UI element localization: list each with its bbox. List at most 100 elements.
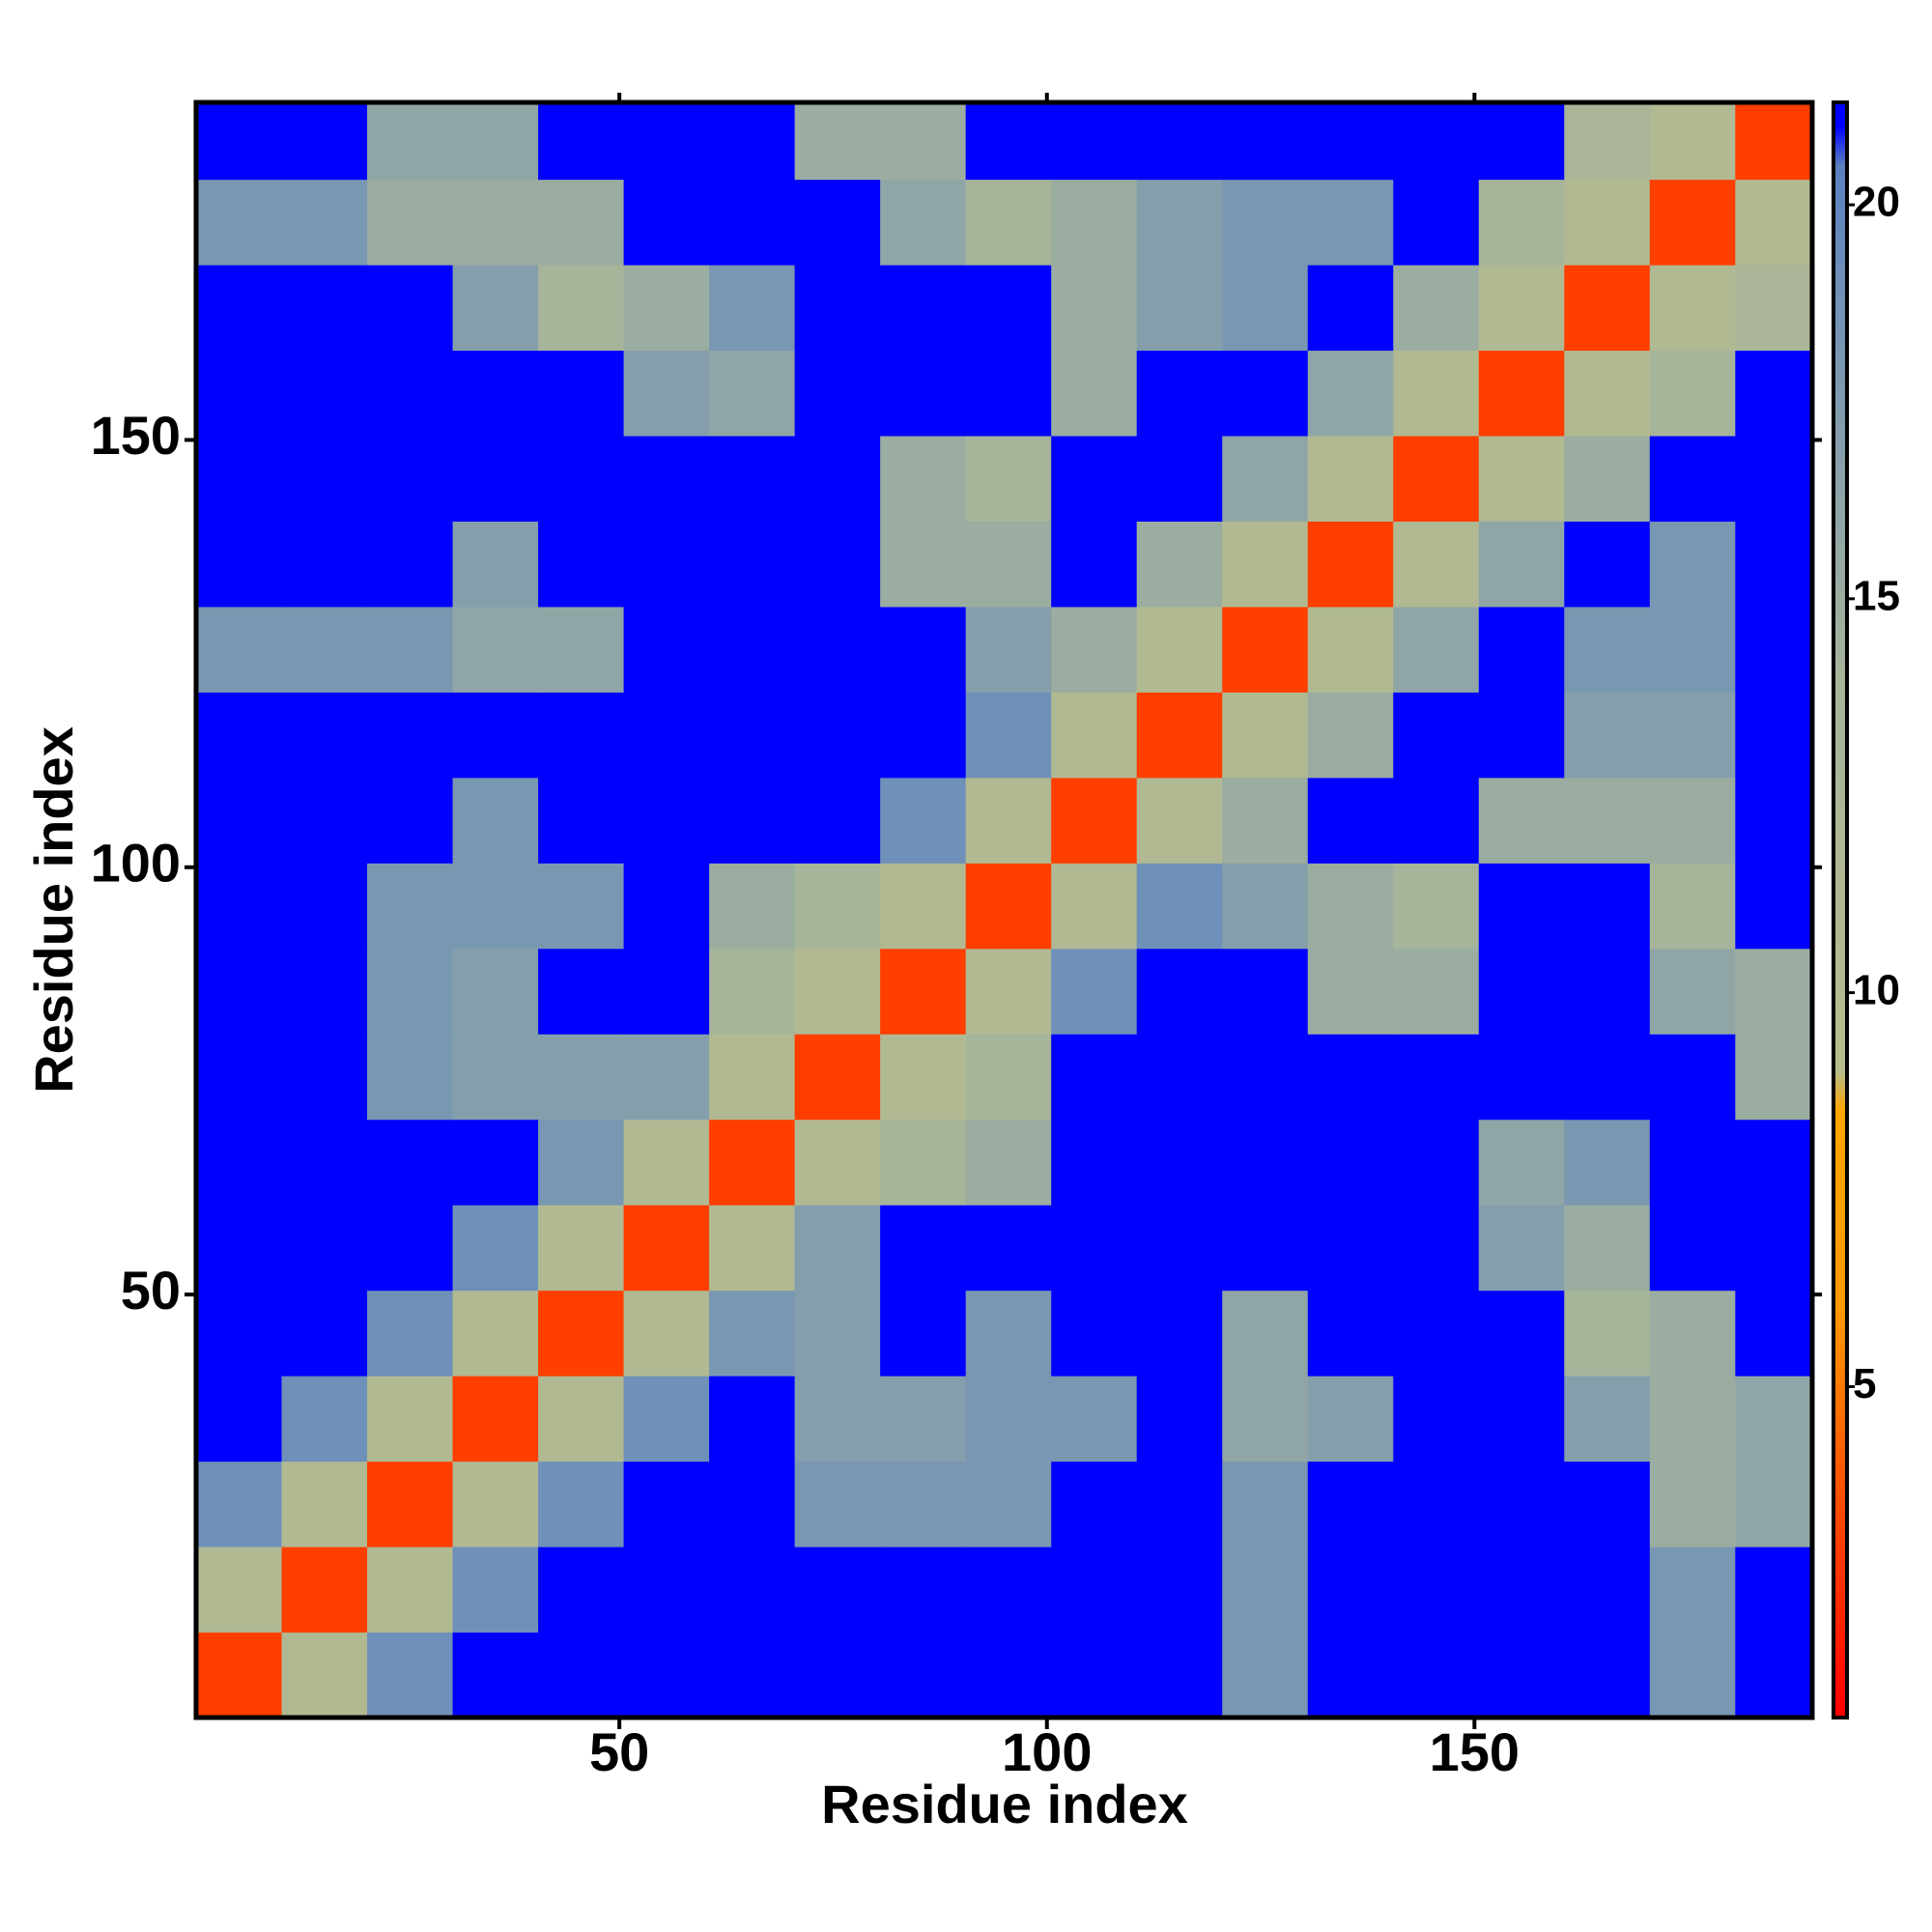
heatmap-cell [1735, 1376, 1813, 1463]
heatmap-cell [1564, 1119, 1651, 1206]
heatmap-cell [709, 102, 796, 181]
heatmap-cell [1564, 606, 1651, 693]
heatmap-cell [1222, 863, 1309, 950]
heatmap-cell [1051, 777, 1138, 864]
heatmap-cell [1564, 1547, 1651, 1634]
heatmap-cell [1051, 521, 1138, 608]
heatmap-cell [367, 1376, 454, 1463]
heatmap-cell [1051, 1205, 1138, 1292]
heatmap-cell [1136, 1632, 1223, 1719]
heatmap-cell [1649, 179, 1736, 266]
heatmap-cell [1051, 1376, 1138, 1463]
heatmap-cell [965, 692, 1052, 779]
heatmap-cell [709, 606, 796, 693]
heatmap-cell [452, 948, 539, 1035]
heatmap-cell [538, 102, 625, 181]
heatmap-cell [196, 948, 283, 1035]
heatmap-cell [1564, 350, 1651, 437]
heatmap-cell [794, 436, 881, 522]
heatmap-cell [196, 350, 283, 437]
heatmap-cell [452, 1632, 539, 1719]
heatmap-cell [1649, 606, 1736, 693]
x-tick-label: 50 [589, 1721, 649, 1782]
heatmap-cell [1307, 777, 1394, 864]
heatmap-cell [880, 692, 967, 779]
heatmap-cell [1051, 1547, 1138, 1634]
heatmap-cell [452, 606, 539, 693]
heatmap-cell [1307, 179, 1394, 266]
colorbar-tick-label: 10 [1853, 966, 1900, 1013]
heatmap-cell [538, 265, 625, 352]
heatmap-cell [452, 102, 539, 181]
heatmap-cell [196, 1632, 283, 1719]
heatmap-cell [452, 179, 539, 266]
heatmap-cell [709, 1547, 796, 1634]
heatmap-cell [1307, 436, 1394, 522]
heatmap-cell [367, 265, 454, 352]
heatmap-cell [1564, 948, 1651, 1035]
heatmap-cell [196, 1290, 283, 1377]
heatmap-cell [1478, 948, 1565, 1035]
heatmap-cell [794, 1205, 881, 1292]
heatmap-cell [1478, 1119, 1565, 1206]
heatmap-cell [196, 1205, 283, 1292]
heatmap-cell [1136, 1376, 1223, 1463]
heatmap-cell [196, 606, 283, 693]
heatmap-cell [281, 436, 368, 522]
heatmap-cell [538, 1034, 625, 1121]
heatmap-cell [709, 436, 796, 522]
heatmap-cell [1051, 1461, 1138, 1548]
heatmap-cell [452, 436, 539, 522]
heatmap-cell [1735, 606, 1813, 693]
heatmap-cell [538, 863, 625, 950]
heatmap-cell [1564, 1632, 1651, 1719]
heatmap-cell [965, 179, 1052, 266]
heatmap-cell [623, 1119, 710, 1206]
heatmap-cell [880, 1461, 967, 1548]
heatmap-cell [1136, 1290, 1223, 1377]
heatmap-cell [709, 948, 796, 1035]
heatmap-cell [709, 1376, 796, 1463]
heatmap-cell [452, 1461, 539, 1548]
heatmap-cell [623, 179, 710, 266]
heatmap-cell [709, 863, 796, 950]
heatmap-cell [1222, 948, 1309, 1035]
heatmap-cell [623, 1461, 710, 1548]
heatmap-cell [1478, 265, 1565, 352]
heatmap-cell [1649, 1547, 1736, 1634]
heatmap-cell [1307, 102, 1394, 181]
heatmap-cell [1478, 1632, 1565, 1719]
y-tick-label: 150 [91, 405, 181, 466]
heatmap-cell [1564, 692, 1651, 779]
heatmap-cell [1222, 265, 1309, 352]
heatmap-cell [1307, 1290, 1394, 1377]
heatmap-cell [623, 1205, 710, 1292]
heatmap-cell [1136, 350, 1223, 437]
heatmap-cell [623, 863, 710, 950]
heatmap-cell [1222, 1119, 1309, 1206]
heatmap-cell [880, 102, 967, 181]
heatmap-cell [1393, 179, 1480, 266]
heatmap-cell [1478, 436, 1565, 522]
heatmap-cell [1136, 692, 1223, 779]
heatmap-cell [196, 1034, 283, 1121]
heatmap-cell [709, 1119, 796, 1206]
heatmap-cell [1649, 1119, 1736, 1206]
heatmap-cell [1735, 1034, 1813, 1121]
heatmap-cell [794, 1376, 881, 1463]
heatmap-cell [1136, 948, 1223, 1035]
heatmap-cell [367, 1205, 454, 1292]
heatmap-cell [1222, 350, 1309, 437]
heatmap-cell [452, 1376, 539, 1463]
heatmap-cell [1051, 692, 1138, 779]
heatmap-cell [880, 1376, 967, 1463]
heatmap-cell [623, 1034, 710, 1121]
heatmap-cell [794, 1461, 881, 1548]
heatmap-cell [1735, 1632, 1813, 1719]
heatmap-cell [1735, 179, 1813, 266]
heatmap-cell [1564, 1290, 1651, 1377]
heatmap-cell [965, 265, 1052, 352]
heatmap-cell [1478, 1376, 1565, 1463]
heatmap-cell [794, 350, 881, 437]
heatmap-cell [538, 1119, 625, 1206]
